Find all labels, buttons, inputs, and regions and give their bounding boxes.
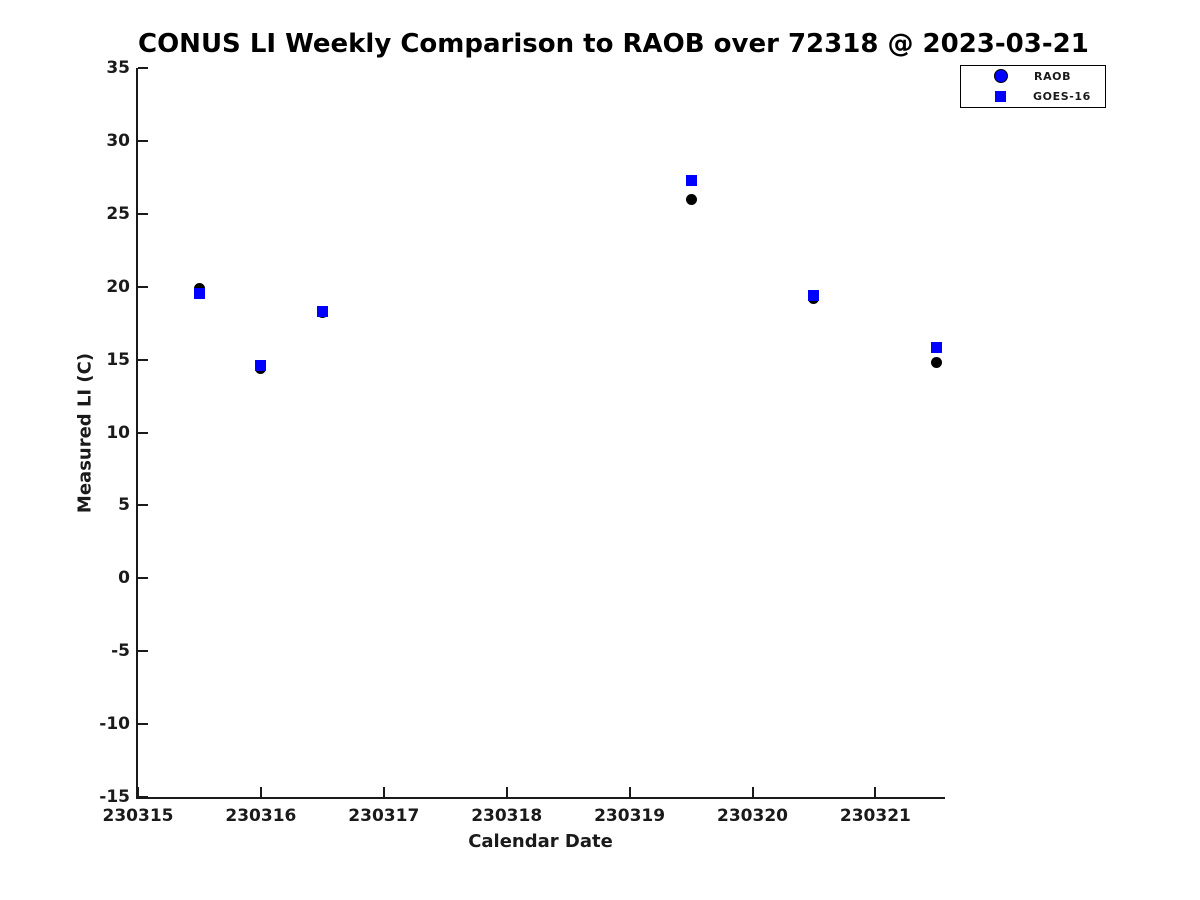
y-tick xyxy=(138,358,148,361)
y-tick-label: -10 xyxy=(99,714,130,735)
x-tick-label: 230316 xyxy=(225,806,297,826)
x-tick-label: 230320 xyxy=(717,806,788,826)
y-tick xyxy=(138,431,148,434)
point-goes-16 xyxy=(316,305,328,317)
legend: RAOB GOES-16 xyxy=(960,65,1106,108)
y-tick-label: 10 xyxy=(106,422,130,443)
y-tick xyxy=(138,139,148,142)
legend-label-goes16: GOES-16 xyxy=(1033,90,1091,104)
x-tick xyxy=(259,787,262,797)
y-tick-label: 25 xyxy=(106,203,130,224)
y-tick xyxy=(138,212,148,215)
x-tick-label: 230318 xyxy=(471,806,543,826)
y-tick-label: 35 xyxy=(106,58,130,78)
x-axis-line xyxy=(136,797,945,799)
point-goes-16 xyxy=(685,174,697,186)
y-tick-label: 5 xyxy=(118,495,130,516)
x-tick-label: 230315 xyxy=(102,806,174,826)
legend-label-raob: RAOB xyxy=(1034,69,1072,83)
x-tick xyxy=(505,787,508,797)
chart-title: CONUS LI Weekly Comparison to RAOB over … xyxy=(138,29,1089,59)
x-tick-label: 230317 xyxy=(348,806,420,826)
y-tick xyxy=(138,650,148,653)
point-goes-16 xyxy=(255,359,267,371)
y-tick-label: 30 xyxy=(106,130,130,151)
y-tick xyxy=(138,796,148,798)
x-tick xyxy=(874,787,877,797)
point-goes-16 xyxy=(193,288,205,300)
y-tick-label: 20 xyxy=(106,276,130,297)
point-raob xyxy=(685,193,697,205)
x-axis-title: Calendar Date xyxy=(468,831,613,852)
x-tick-label: 230321 xyxy=(839,806,911,826)
point-goes-16 xyxy=(808,289,820,301)
x-tick xyxy=(382,787,385,797)
x-tick xyxy=(628,787,631,797)
y-tick-label: 15 xyxy=(106,349,130,370)
y-tick xyxy=(138,504,148,507)
point-raob xyxy=(931,357,943,369)
y-tick xyxy=(138,285,148,288)
legend-item-goes16: GOES-16 xyxy=(961,87,1105,107)
x-tick xyxy=(137,787,139,797)
y-tick xyxy=(138,67,148,69)
goes16-square-marker-icon xyxy=(995,91,1006,103)
y-tick-label: -15 xyxy=(99,787,130,807)
y-tick-label: 0 xyxy=(118,568,130,589)
y-tick xyxy=(138,723,148,726)
x-tick-label: 230319 xyxy=(594,806,666,826)
legend-item-raob: RAOB xyxy=(961,66,1105,86)
raob-circle-marker-icon xyxy=(994,69,1008,84)
y-axis-title: Measured LI (C) xyxy=(74,352,96,514)
y-axis-line xyxy=(136,68,138,799)
x-tick xyxy=(751,787,754,797)
point-raob xyxy=(193,282,205,294)
y-tick xyxy=(138,577,148,580)
point-goes-16 xyxy=(931,342,943,354)
y-tick-label: -5 xyxy=(111,641,130,662)
